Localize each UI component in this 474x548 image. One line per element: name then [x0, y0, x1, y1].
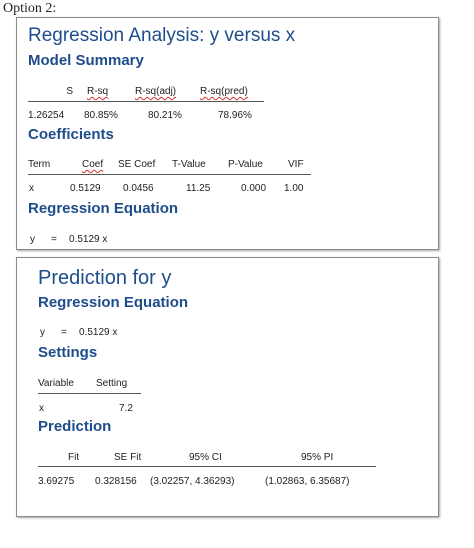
col-header-setting: Setting — [96, 378, 128, 389]
prediction-panel: Prediction for y Regression Equation y =… — [16, 257, 439, 517]
model-summary-heading: Model Summary — [28, 52, 144, 69]
coef-se: 0.0456 — [123, 183, 154, 194]
col-header-term: Term — [28, 159, 51, 170]
value-rsq: 80.85% — [84, 110, 118, 121]
table-rule — [38, 393, 141, 394]
col-header-se-fit: SE Fit — [114, 452, 142, 463]
col-header-95-pi: 95% PI — [301, 452, 334, 463]
col-header-se-coef: SE Coef — [118, 159, 156, 170]
prediction-equation-heading: Regression Equation — [38, 294, 189, 311]
coef-p-value: 0.000 — [241, 183, 267, 194]
col-header-variable: Variable — [38, 378, 74, 389]
setting-variable: x — [39, 403, 44, 414]
coef-value: 0.5129 — [70, 183, 101, 194]
col-header-rsq: R-sq — [87, 86, 109, 97]
col-header-p-value: P-Value — [228, 159, 263, 170]
regression-analysis-panel: Regression Analysis: y versus x Model Su… — [16, 17, 439, 250]
table-rule — [28, 101, 264, 102]
col-header-coef: Coef — [82, 159, 104, 170]
prediction-equation-equals: = — [61, 327, 67, 338]
prediction-heading: Prediction — [38, 418, 112, 435]
col-header-rsq-adj: R-sq(adj) — [135, 86, 177, 97]
value-rsq-adj: 80.21% — [148, 110, 182, 121]
prediction-equation-rhs: 0.5129 x — [79, 327, 118, 338]
col-header-fit: Fit — [68, 452, 80, 463]
col-header-rsq-pred: R-sq(pred) — [200, 86, 248, 97]
value-rsq-pred: 78.96% — [218, 110, 252, 121]
equation-lhs: y — [30, 234, 35, 245]
prediction-95-ci: (3.02257, 4.36293) — [150, 476, 235, 487]
prediction-95-pi: (1.02863, 6.35687) — [265, 476, 350, 487]
col-header-95-ci: 95% CI — [189, 452, 222, 463]
coef-t-value: 11.25 — [186, 183, 211, 194]
regression-title: Regression Analysis: y versus x — [28, 25, 296, 46]
setting-value: 7.2 — [119, 403, 133, 414]
prediction-se-fit: 0.328156 — [95, 476, 137, 487]
prediction-equation-lhs: y — [40, 327, 45, 338]
table-rule — [28, 174, 311, 175]
prediction-title: Prediction for y — [38, 267, 172, 289]
coef-term: x — [29, 183, 34, 194]
col-header-t-value: T-Value — [172, 159, 206, 170]
equation-rhs: 0.5129 x — [69, 234, 108, 245]
regression-equation-heading: Regression Equation — [28, 200, 179, 217]
prediction-fit: 3.69275 — [38, 476, 75, 487]
col-header-s: S — [66, 86, 73, 97]
equation-equals: = — [51, 234, 57, 245]
table-rule — [38, 466, 376, 467]
coef-vif: 1.00 — [284, 183, 304, 194]
value-s: 1.26254 — [28, 110, 65, 121]
option-label: Option 2: — [3, 1, 57, 16]
settings-heading: Settings — [38, 344, 98, 361]
col-header-vif: VIF — [288, 159, 304, 170]
coefficients-heading: Coefficients — [28, 126, 114, 143]
